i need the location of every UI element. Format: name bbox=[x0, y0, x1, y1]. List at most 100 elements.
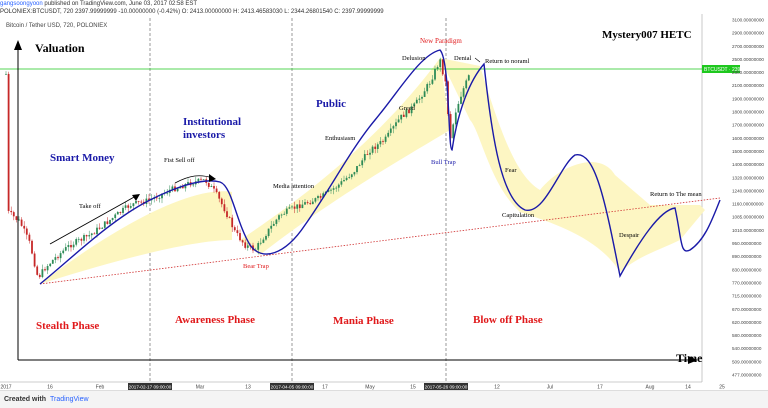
valuation-axis-label: Valuation bbox=[35, 41, 85, 55]
y-tick-label: 1160.00000000 bbox=[732, 202, 764, 207]
candle-body bbox=[207, 182, 210, 187]
candle-body bbox=[57, 257, 59, 259]
y-tick-label: 670.00000000 bbox=[732, 307, 762, 312]
candle-body bbox=[28, 234, 31, 241]
footer-bar: Created with TradingView bbox=[0, 390, 768, 408]
candle-body bbox=[410, 106, 413, 114]
candle-body bbox=[361, 160, 364, 166]
candle-body bbox=[241, 240, 244, 243]
candle-body bbox=[291, 206, 293, 208]
phase-label-mania: Mania Phase bbox=[333, 315, 394, 327]
y-tick-label: 830.00000000 bbox=[732, 267, 762, 272]
candle-body bbox=[96, 227, 98, 235]
candle-body bbox=[51, 259, 54, 264]
y-tick-label: 1320.00000000 bbox=[732, 175, 764, 180]
stage-bear-trap: Bear Trap bbox=[243, 263, 269, 270]
candle-body bbox=[135, 200, 137, 204]
candle-body bbox=[423, 91, 426, 97]
x-tick-label: 2017-05-26 09:00:00 bbox=[425, 385, 468, 390]
candle-body bbox=[200, 178, 202, 180]
phase-label-stealth: Stealth Phase bbox=[36, 320, 99, 332]
y-tick-label: 770.00000000 bbox=[732, 280, 762, 285]
candle-body bbox=[158, 198, 161, 200]
y-tick-label: 580.00000000 bbox=[732, 333, 762, 338]
y-tick-label: 2100.00000000 bbox=[732, 83, 764, 88]
candle-body bbox=[301, 204, 304, 209]
candle-body bbox=[233, 227, 236, 231]
x-tick-label: 2017-02-17 09:00:00 bbox=[129, 385, 172, 390]
x-tick-label: 15 bbox=[410, 385, 416, 391]
candle-body bbox=[101, 227, 104, 229]
stage-new-paradigm: New Paradigm bbox=[420, 37, 462, 45]
candle-body bbox=[280, 214, 283, 216]
y-tick-label: 890.00000000 bbox=[732, 254, 762, 259]
candle-body bbox=[70, 245, 72, 248]
author-link[interactable]: gangsoongyoon bbox=[0, 1, 43, 7]
x-tick-label: 16 bbox=[47, 385, 53, 391]
candle-body bbox=[371, 146, 374, 153]
candle-body bbox=[223, 204, 226, 212]
candle-body bbox=[226, 211, 228, 218]
candle-body bbox=[298, 204, 301, 209]
candle-body bbox=[246, 245, 249, 248]
candle-body bbox=[444, 74, 447, 82]
x-tick-label: 13 bbox=[245, 385, 251, 391]
candle-body bbox=[421, 96, 423, 99]
return-normal-pointer bbox=[474, 57, 481, 63]
candle-body bbox=[363, 154, 366, 161]
phase-label-blowoff: Blow off Phase bbox=[473, 314, 543, 326]
candle-body bbox=[137, 200, 140, 202]
candle-body bbox=[327, 189, 330, 192]
candle-body bbox=[309, 203, 312, 205]
awareness-fill bbox=[40, 191, 232, 284]
candle-body bbox=[272, 223, 275, 226]
y-tick-label: 477.00000000 bbox=[732, 373, 762, 378]
candle-body bbox=[262, 239, 265, 243]
candle-body bbox=[38, 274, 41, 278]
cycle-curve bbox=[39, 49, 721, 285]
mania-fill bbox=[240, 58, 450, 255]
candle-body bbox=[213, 186, 215, 189]
candle-body bbox=[239, 233, 241, 241]
candle-body bbox=[465, 80, 468, 89]
price-chart: Bitcoin / Tether USD, 720, POLONIEX bbox=[0, 14, 765, 391]
candle-body bbox=[335, 187, 338, 189]
stage-fear: Fear bbox=[505, 167, 517, 174]
x-tick-label: 25 bbox=[719, 385, 725, 391]
candle-body bbox=[441, 59, 444, 75]
candlestick-series bbox=[5, 57, 470, 279]
tradingview-logo-link[interactable]: TradingView bbox=[50, 396, 89, 403]
candle-body bbox=[408, 109, 410, 114]
candle-body bbox=[283, 213, 286, 215]
y-tick-label: 1900.00000000 bbox=[732, 96, 764, 101]
candle-body bbox=[10, 210, 13, 213]
candle-body bbox=[228, 217, 231, 218]
candle-body bbox=[379, 141, 382, 145]
candle-body bbox=[353, 172, 356, 175]
x-tick-label: 14 bbox=[685, 385, 691, 391]
candle-body bbox=[460, 96, 462, 104]
candle-body bbox=[127, 205, 130, 208]
candle-body bbox=[93, 233, 96, 235]
take-off-arrow bbox=[49, 195, 137, 245]
candle-body bbox=[311, 201, 314, 205]
candle-body bbox=[332, 188, 335, 190]
stage-take-off: Take off bbox=[79, 203, 101, 210]
candle-body bbox=[436, 67, 439, 70]
time-axis-label: Time bbox=[676, 351, 703, 365]
candle-body bbox=[15, 216, 18, 220]
candle-body bbox=[431, 79, 434, 84]
x-tick-label: Jul bbox=[547, 385, 553, 391]
candle-body bbox=[415, 99, 418, 104]
candle-body bbox=[345, 177, 348, 181]
candle-body bbox=[111, 217, 114, 220]
candle-body bbox=[428, 83, 431, 85]
stage-bull-trap: Bull Trap bbox=[431, 159, 456, 166]
candle-body bbox=[278, 215, 280, 220]
candle-body bbox=[270, 225, 273, 229]
y-tick-label: 1085.00000000 bbox=[732, 215, 764, 220]
candle-body bbox=[54, 257, 57, 260]
candle-body bbox=[62, 250, 65, 254]
candle-body bbox=[293, 206, 296, 209]
